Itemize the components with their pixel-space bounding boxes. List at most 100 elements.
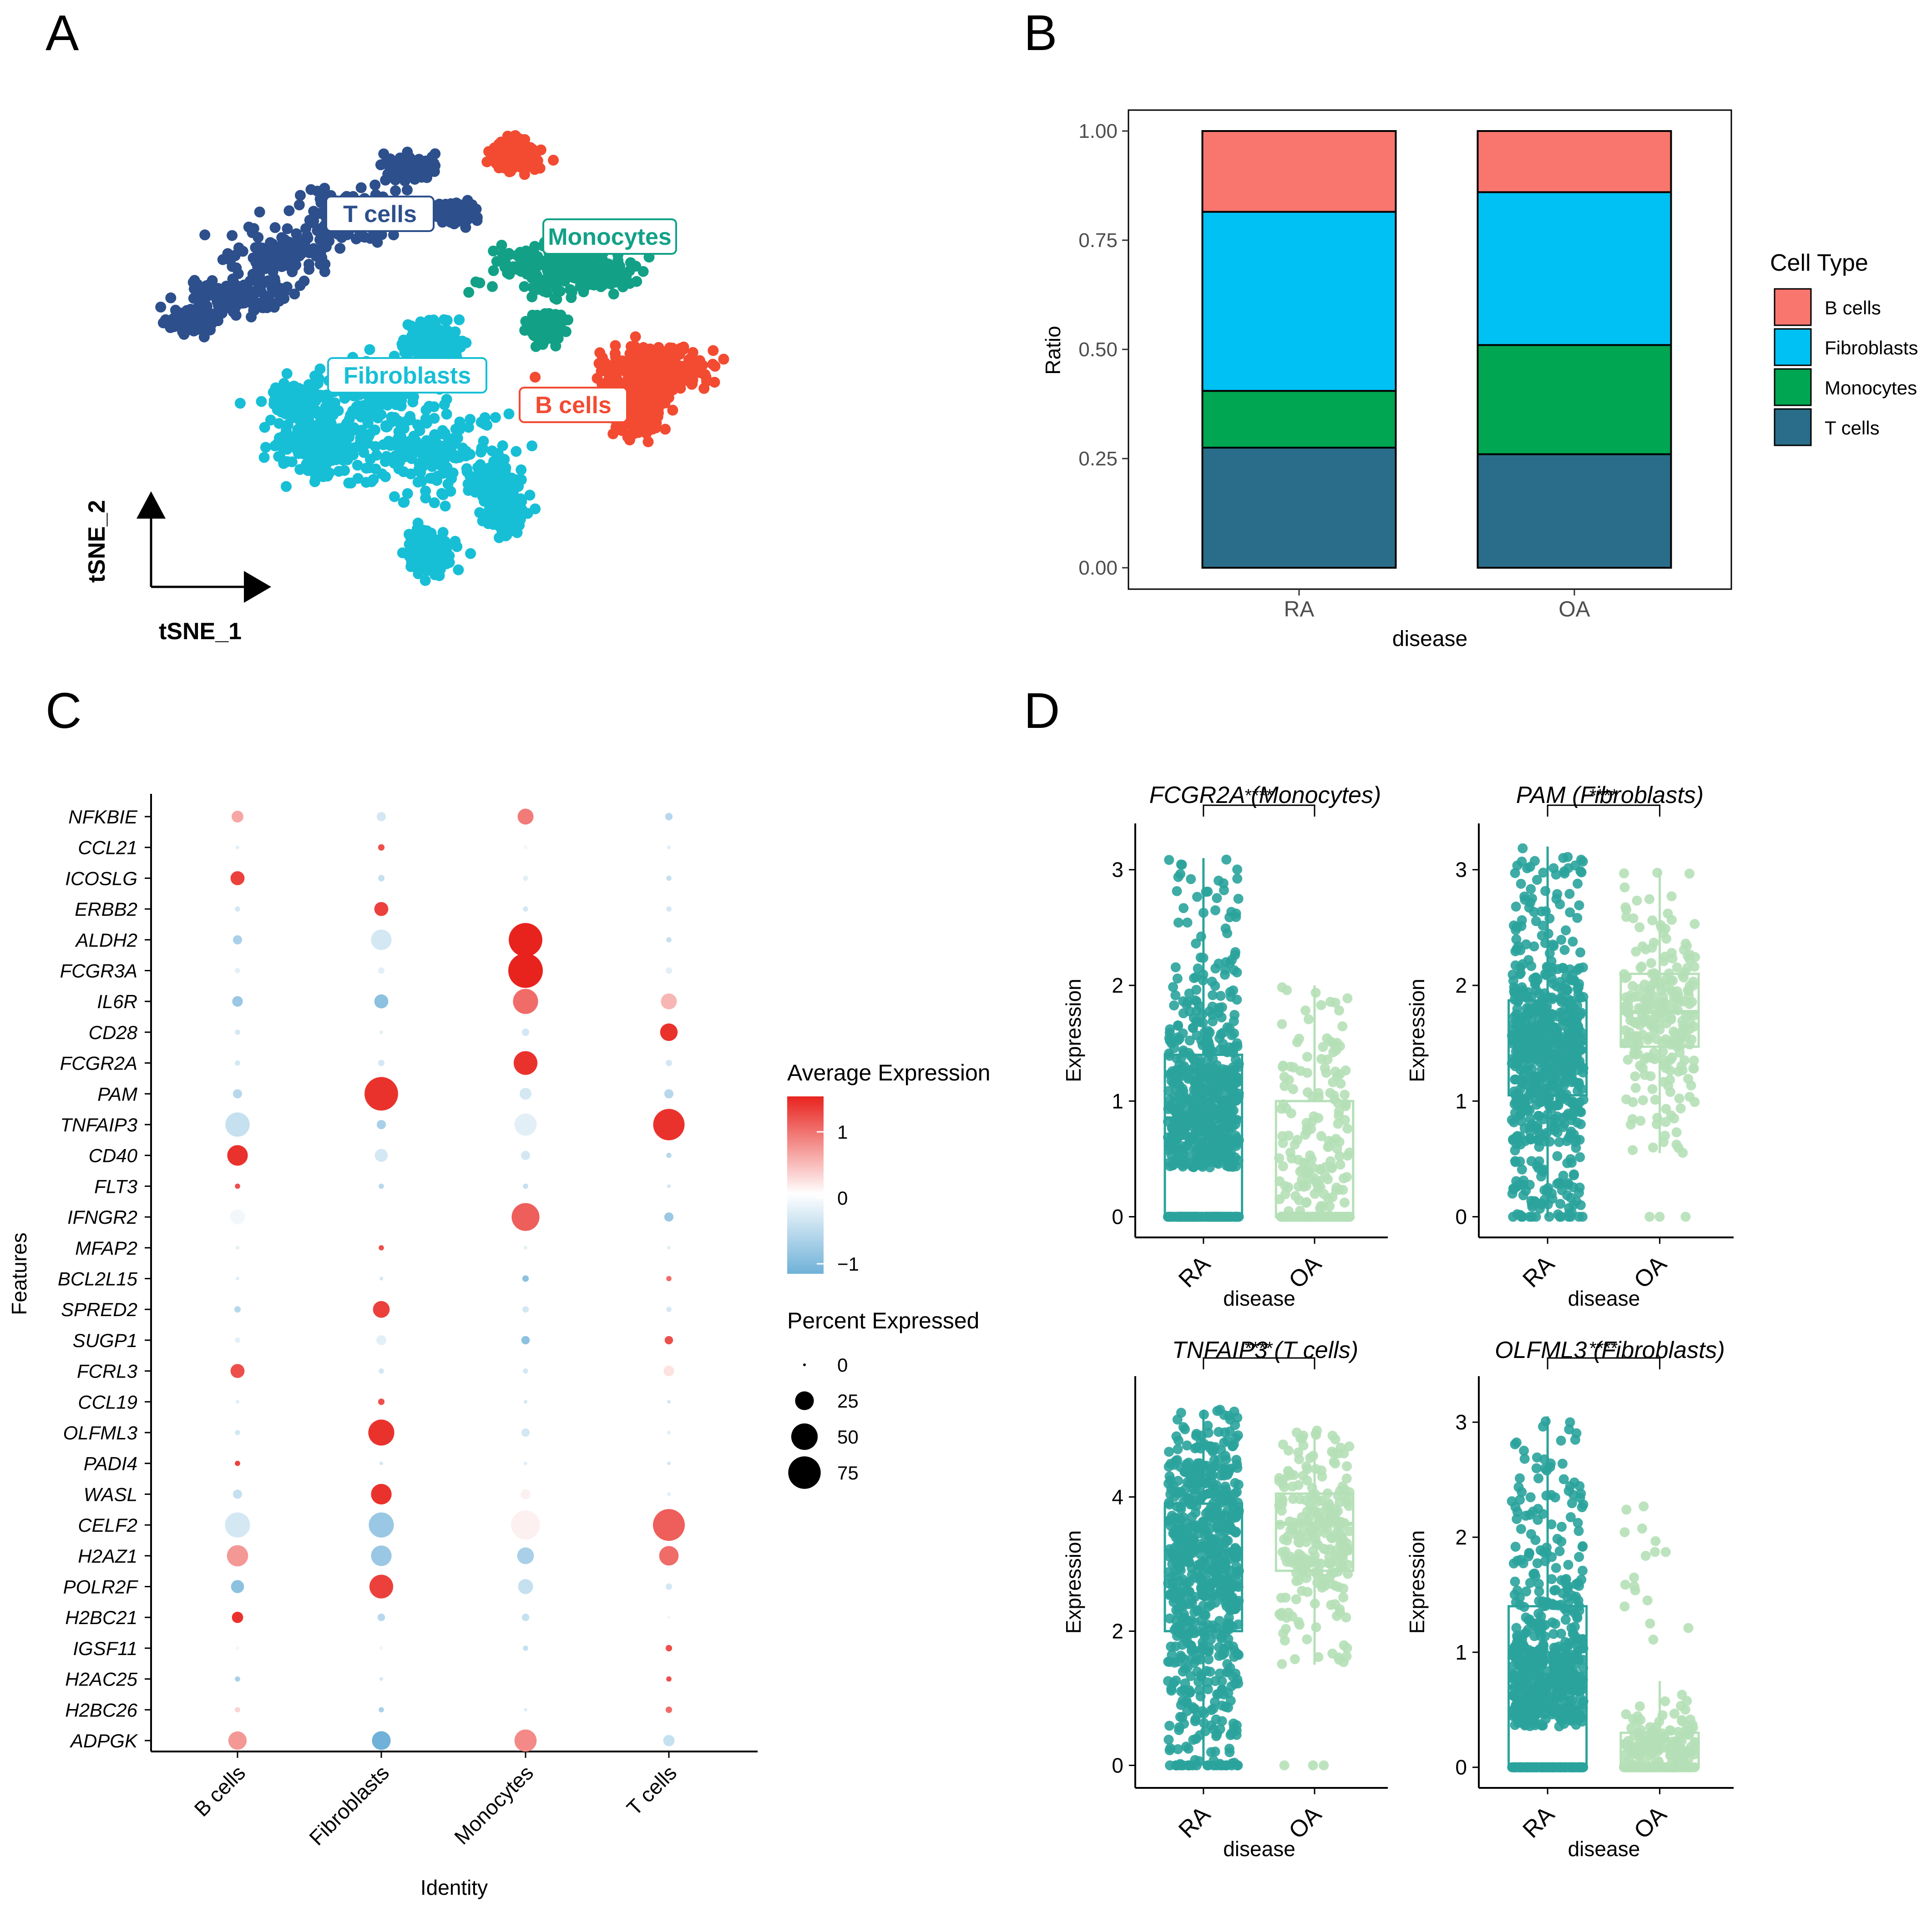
size-legend-label: 25 [837, 1390, 859, 1412]
data-point [1288, 1084, 1298, 1095]
tsne-point [193, 321, 205, 332]
dot [667, 1492, 671, 1496]
tsne-point [258, 452, 270, 463]
data-point [1184, 1035, 1195, 1046]
dot [371, 929, 392, 950]
tsne-point [254, 207, 265, 217]
dot [523, 1368, 528, 1374]
y-tick-label: 0.50 [1078, 338, 1118, 361]
dot [368, 1419, 394, 1446]
dot [518, 1579, 533, 1594]
tsne-point [637, 266, 649, 277]
tsne-point [299, 435, 310, 446]
dot [664, 1089, 674, 1099]
data-point [1183, 1048, 1194, 1058]
tsne-point [548, 155, 559, 166]
tsne-point [439, 399, 450, 410]
tsne-point [663, 353, 675, 364]
data-point [1197, 1069, 1208, 1079]
feature-label: ADPGK [69, 1730, 138, 1751]
dot [228, 1731, 247, 1750]
tsne-point [441, 409, 452, 420]
tsne-point [388, 229, 399, 241]
data-point [1326, 1162, 1336, 1172]
tsne-point [350, 233, 362, 245]
data-point [1197, 1134, 1207, 1145]
size-legend-dot [803, 1363, 806, 1366]
dot [371, 1484, 392, 1504]
dot [374, 902, 389, 916]
tsne-point [566, 261, 577, 273]
dot [371, 1545, 392, 1566]
tsne-point [554, 272, 566, 283]
feature-label: CCL21 [78, 837, 137, 858]
dot [235, 1646, 240, 1650]
tsne-point [381, 421, 392, 433]
y-tick-label: 3 [1112, 858, 1123, 882]
tsne-point [478, 475, 490, 486]
tsne-point [544, 266, 556, 278]
data-point [1228, 1114, 1239, 1124]
tsne-point [295, 190, 306, 201]
legend-swatch [1774, 408, 1812, 446]
data-point [1302, 1052, 1312, 1062]
data-point [1332, 1038, 1342, 1048]
feature-label: SUGP1 [73, 1330, 137, 1351]
tsne-point [386, 438, 397, 449]
data-point [1307, 1116, 1317, 1127]
dot [233, 1489, 243, 1499]
feature-label: H2BC21 [65, 1607, 137, 1628]
tsne-point [495, 471, 506, 483]
dot [521, 1428, 530, 1437]
dot [372, 1731, 391, 1750]
dot [379, 1183, 384, 1189]
tsne-point [281, 481, 292, 492]
tsne-point [380, 174, 391, 186]
dot [659, 1546, 679, 1566]
bar-segment [1477, 191, 1672, 346]
data-point [1176, 859, 1186, 870]
dot [235, 968, 240, 974]
dot [364, 1077, 398, 1111]
tsne-point [294, 280, 306, 291]
dot [225, 1512, 250, 1538]
dot [653, 1109, 685, 1141]
tsne-point [337, 454, 349, 466]
tsne-point [498, 144, 510, 156]
dot [379, 1646, 384, 1650]
tsne-point [278, 293, 290, 304]
tsne-point [426, 551, 437, 562]
tsne-point [354, 439, 366, 450]
data-point [1219, 885, 1229, 895]
tsne-point [276, 404, 287, 415]
tsne-point [262, 246, 273, 257]
data-point [1232, 873, 1243, 884]
tsne-point [491, 256, 502, 267]
dot [377, 1614, 385, 1621]
feature-label: FCGR3A [60, 960, 137, 982]
tsne-point [352, 459, 363, 471]
dot [523, 1400, 528, 1404]
tsne-point [247, 227, 258, 238]
data-point [1205, 1109, 1216, 1120]
tsne-point [320, 401, 331, 413]
data-point [1201, 1156, 1212, 1166]
dot [522, 1306, 529, 1313]
dot [517, 1547, 534, 1565]
data-point [1340, 1090, 1350, 1100]
feature-label: IGSF11 [73, 1638, 137, 1659]
tsne-point [526, 440, 538, 452]
tsne-point [263, 262, 275, 273]
tsne-point [520, 153, 531, 165]
tsne-point [456, 449, 467, 461]
tsne-point [608, 288, 619, 300]
y-tick-label: 0.25 [1078, 448, 1118, 470]
data-point [1342, 993, 1353, 1004]
dot [523, 1708, 528, 1712]
data-point [1183, 1072, 1194, 1082]
x-axis-label: tSNE_1 [159, 618, 242, 645]
tsne-point [229, 250, 241, 262]
data-point [1212, 893, 1222, 903]
tsne-point [708, 345, 719, 356]
tsne-point [398, 162, 409, 173]
